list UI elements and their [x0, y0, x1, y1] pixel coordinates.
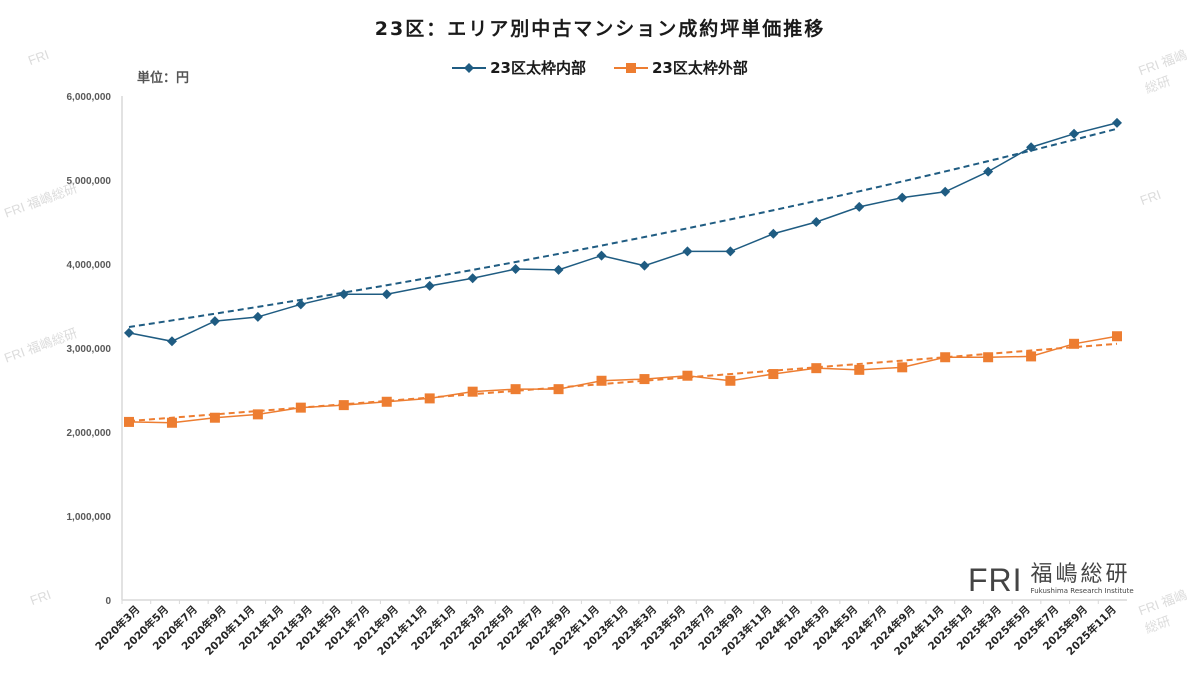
- square-marker: [639, 374, 650, 385]
- diamond-marker-icon: [452, 62, 487, 73]
- unit-label: 単位：円: [137, 71, 190, 86]
- square-marker: [553, 384, 564, 395]
- diamond-marker: [1112, 117, 1122, 128]
- y-tick-label: 2,000,000: [67, 428, 112, 439]
- diamond-marker: [381, 289, 392, 300]
- diamond-marker: [338, 289, 349, 300]
- chart-title: 23区：エリア別中古マンション成約坪単価推移: [374, 18, 826, 40]
- legend-label-outer: 23区太枠外部: [652, 59, 748, 77]
- diamond-marker: [124, 327, 134, 338]
- diamond-marker: [940, 186, 951, 197]
- fri-logo: FRI 福嶋総研 Fukushima Research Institute: [968, 563, 1134, 596]
- series-line-1: [128, 335, 1118, 424]
- square-marker: [209, 412, 220, 423]
- square-marker: [854, 364, 865, 375]
- diamond-marker: [166, 336, 177, 347]
- legend-item-inner: 23区太枠内部: [452, 57, 586, 78]
- square-marker: [381, 396, 392, 407]
- square-marker: [1026, 351, 1037, 362]
- square-marker: [510, 384, 521, 395]
- trendline-1: [128, 342, 1118, 423]
- legend-label-inner: 23区太枠内部: [490, 59, 586, 77]
- diamond-marker: [553, 264, 564, 275]
- y-tick-label: 3,000,000: [67, 344, 112, 355]
- diamond-marker: [596, 250, 607, 261]
- square-marker-icon: [614, 62, 648, 73]
- diamond-marker: [983, 166, 994, 177]
- series-line-0: [128, 122, 1118, 343]
- square-marker: [596, 375, 607, 386]
- logo-name-en: Fukushima Research Institute: [1030, 587, 1134, 595]
- square-marker: [725, 375, 736, 386]
- square-marker: [166, 417, 177, 428]
- diamond-marker: [725, 246, 736, 257]
- square-marker: [682, 370, 693, 381]
- square-marker: [338, 400, 349, 411]
- y-tick-label: 4,000,000: [67, 260, 112, 271]
- y-tick-label: 0: [105, 596, 111, 607]
- x-tick-label: 2021年11月: [375, 603, 430, 658]
- square-marker: [1069, 338, 1080, 349]
- y-tick-label: 6,000,000: [67, 92, 112, 103]
- square-marker: [1112, 331, 1122, 342]
- diamond-marker: [768, 228, 779, 239]
- square-marker: [424, 393, 435, 404]
- y-tick-label: 5,000,000: [67, 176, 112, 187]
- square-marker: [295, 402, 306, 413]
- diamond-marker: [467, 273, 478, 284]
- x-tick-label: 2020年11月: [202, 603, 257, 658]
- diamond-marker: [811, 217, 822, 227]
- chart-legend: 23区太枠内部 23区太枠外部: [0, 57, 1200, 78]
- trendline-0: [128, 127, 1118, 328]
- square-marker: [983, 352, 994, 363]
- diamond-marker: [295, 299, 306, 310]
- square-marker: [768, 369, 779, 380]
- diamond-marker: [1069, 128, 1080, 139]
- logo-mark: FRI: [968, 561, 1023, 598]
- diamond-marker: [424, 280, 435, 291]
- diamond-marker: [682, 246, 693, 257]
- square-marker: [897, 362, 908, 373]
- square-marker: [940, 352, 951, 363]
- x-tick-label: 2022年11月: [547, 603, 602, 658]
- square-marker: [252, 409, 263, 420]
- square-marker: [467, 386, 478, 397]
- diamond-marker: [854, 201, 865, 212]
- logo-name-jp: 福嶋総研: [1030, 562, 1131, 587]
- diamond-marker: [639, 260, 650, 271]
- x-tick-label: 2024年11月: [891, 603, 946, 658]
- legend-item-outer: 23区太枠外部: [614, 57, 748, 78]
- square-marker: [811, 363, 822, 374]
- diamond-marker: [209, 316, 220, 327]
- x-tick-label: 2023年11月: [719, 603, 774, 658]
- diamond-marker: [252, 311, 263, 322]
- diamond-marker: [897, 192, 908, 203]
- x-tick-label: 2025年11月: [1064, 603, 1119, 658]
- diamond-marker: [1026, 142, 1037, 153]
- square-marker: [124, 416, 134, 427]
- diamond-marker: [510, 264, 521, 275]
- y-tick-label: 1,000,000: [67, 512, 112, 523]
